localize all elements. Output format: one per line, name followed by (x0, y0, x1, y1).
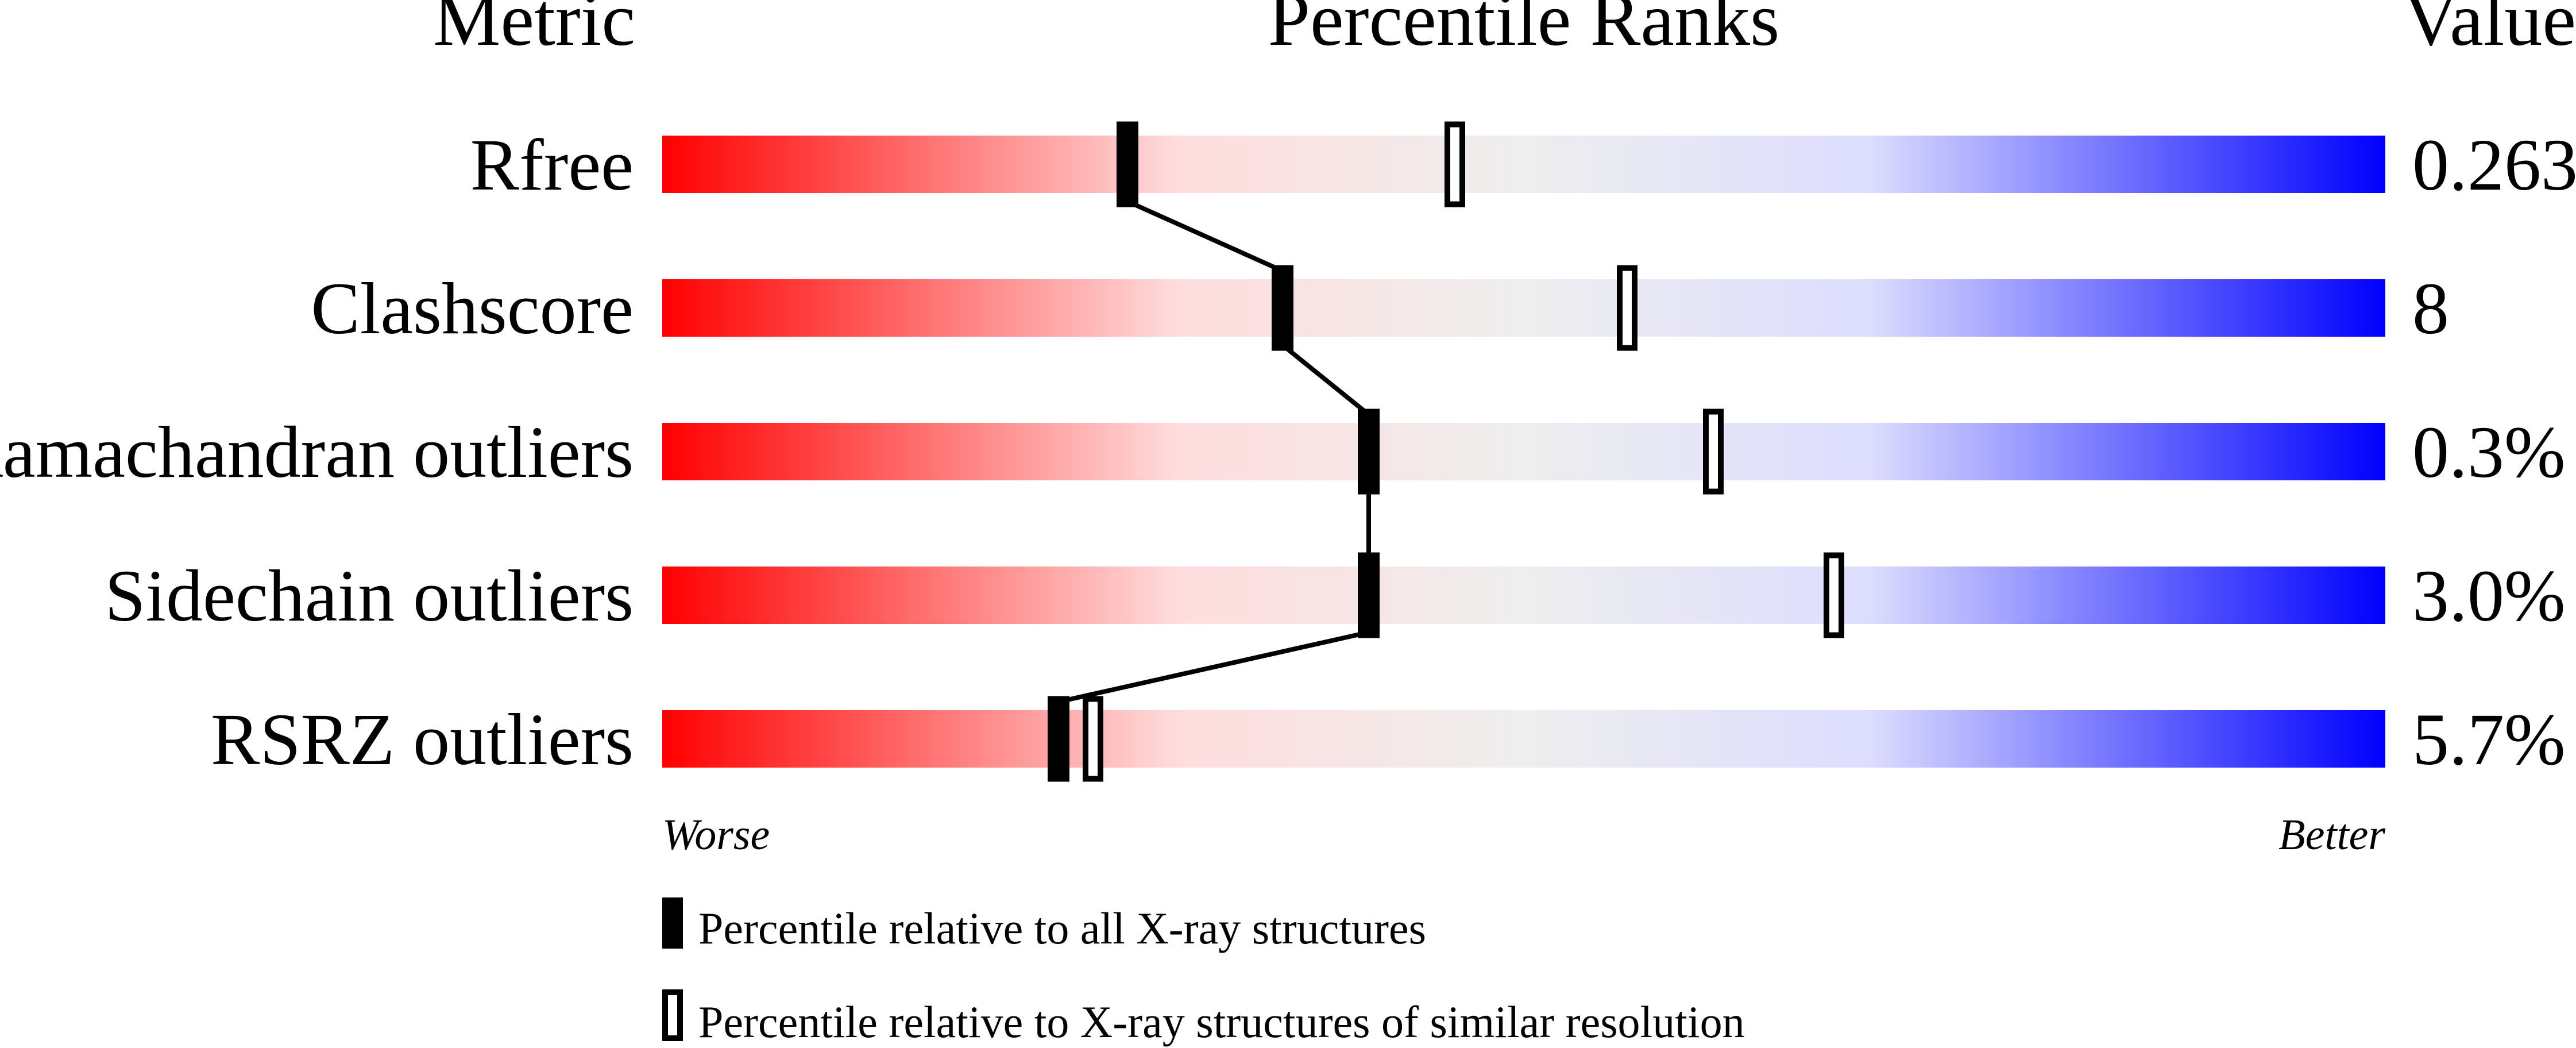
all-structures-marker (1272, 265, 1293, 351)
similar-resolution-marker (1083, 696, 1103, 782)
legend-all-label: Percentile relative to all X-ray structu… (698, 903, 1426, 953)
metric-label: Clashscore (311, 268, 634, 349)
legend-similar-marker (662, 989, 683, 1041)
metric-value: 0.263 (2412, 124, 2576, 206)
all-structures-marker (1358, 409, 1380, 495)
header-metric: Metric (433, 0, 635, 61)
legend-similar-label: Percentile relative to X-ray structures … (698, 997, 1745, 1047)
all-structures-marker (1117, 121, 1138, 207)
percentile-bar (662, 279, 2385, 337)
percentile-bar (662, 423, 2385, 480)
metric-value: 8 (2412, 268, 2449, 349)
connector-line (1126, 199, 1284, 273)
metric-value: 3.0% (2412, 555, 2566, 637)
percentile-bar (662, 567, 2385, 624)
similar-resolution-marker (1703, 409, 1724, 495)
metric-label: Sidechain outliers (105, 555, 634, 637)
connector-line (1281, 343, 1370, 417)
percentile-bar (662, 710, 2385, 768)
all-structures-marker (1358, 552, 1380, 638)
header-value: Value (2403, 0, 2576, 61)
similar-resolution-marker (1445, 121, 1465, 207)
metric-label: Rfree (470, 124, 634, 206)
similar-resolution-marker (1824, 552, 1844, 638)
metric-value: 5.7% (2412, 699, 2566, 780)
better-label: Better (2278, 811, 2385, 859)
percentile-bar (662, 136, 2385, 193)
metric-value: 0.3% (2412, 411, 2566, 493)
legend-all-marker (662, 897, 683, 949)
worse-label: Worse (662, 811, 770, 859)
header-percentile-ranks: Percentile Ranks (1268, 0, 1780, 61)
metric-label: Ramachandran outliers (0, 411, 634, 493)
all-structures-marker (1048, 696, 1069, 782)
connector-line (1058, 630, 1369, 704)
metric-label: RSRZ outliers (211, 699, 634, 780)
similar-resolution-marker (1617, 265, 1637, 351)
rows: Rfree 0.263 Clashscore 8 Ramachandran outlie… (0, 121, 2576, 782)
